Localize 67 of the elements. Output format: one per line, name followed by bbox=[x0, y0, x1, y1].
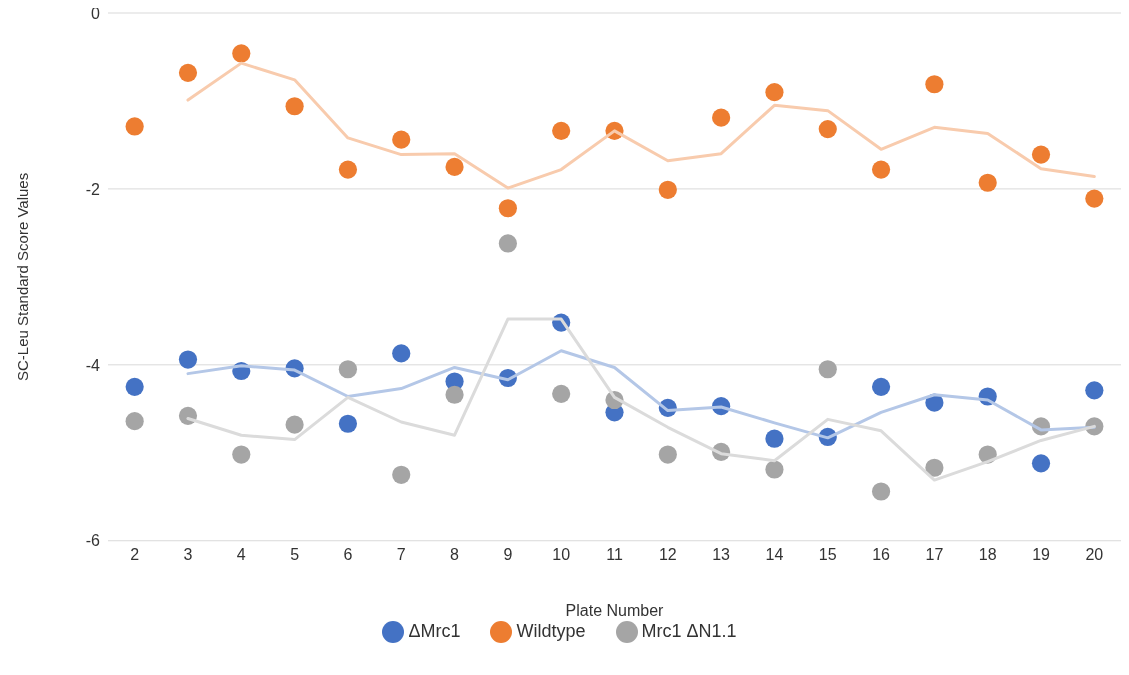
point bbox=[1031, 145, 1051, 164]
x-tick-label: 13 bbox=[712, 546, 731, 564]
point bbox=[232, 44, 251, 63]
point bbox=[552, 121, 571, 140]
point bbox=[871, 160, 891, 179]
x-tick-label: 14 bbox=[765, 546, 784, 564]
legend-label: ΔMrc1 bbox=[408, 620, 461, 641]
point bbox=[871, 482, 891, 501]
y-tick-label: 0 bbox=[91, 4, 101, 22]
x-tick-label: 5 bbox=[290, 546, 300, 564]
point bbox=[978, 173, 997, 192]
point bbox=[285, 97, 304, 116]
point bbox=[178, 63, 198, 82]
point bbox=[765, 83, 784, 102]
point bbox=[178, 350, 198, 369]
point bbox=[338, 360, 358, 379]
point bbox=[445, 385, 464, 404]
y-tick-label: -4 bbox=[85, 356, 101, 374]
point bbox=[871, 377, 891, 396]
x-tick-label: 20 bbox=[1085, 546, 1104, 564]
x-tick-label: 6 bbox=[343, 546, 353, 564]
x-tick-label: 4 bbox=[236, 546, 246, 564]
x-axis-title: Plate Number bbox=[565, 601, 665, 619]
point bbox=[338, 160, 358, 179]
x-tick-label: 2 bbox=[130, 546, 140, 564]
point bbox=[1031, 454, 1051, 473]
point bbox=[818, 120, 837, 139]
y-tick-label: -6 bbox=[85, 532, 101, 550]
y-axis-title: SC-Leu Standard Score Values bbox=[14, 172, 32, 381]
point bbox=[498, 234, 517, 253]
point bbox=[498, 199, 517, 218]
point bbox=[818, 360, 837, 379]
point bbox=[765, 429, 784, 448]
point bbox=[658, 445, 677, 464]
point bbox=[712, 108, 731, 127]
legend-label: Wildtype bbox=[516, 620, 586, 641]
legend-label: Mrc1 ΔN1.1 bbox=[641, 620, 737, 641]
point bbox=[392, 344, 411, 363]
point bbox=[552, 384, 571, 403]
point bbox=[338, 414, 358, 433]
x-tick-label: 12 bbox=[658, 546, 677, 564]
x-tick-label: 17 bbox=[925, 546, 944, 564]
point bbox=[445, 157, 464, 177]
x-tick-label: 18 bbox=[978, 546, 997, 564]
point bbox=[658, 180, 677, 199]
point bbox=[925, 75, 944, 94]
y-tick-label: -2 bbox=[85, 180, 101, 198]
point bbox=[285, 415, 304, 434]
x-tick-label: 11 bbox=[606, 546, 623, 564]
point bbox=[125, 377, 144, 396]
point bbox=[125, 117, 144, 136]
point bbox=[1085, 189, 1104, 208]
x-tick-label: 3 bbox=[183, 546, 193, 564]
x-tick-label: 10 bbox=[552, 546, 571, 564]
x-tick-label: 19 bbox=[1032, 546, 1051, 564]
point bbox=[1085, 381, 1104, 400]
point bbox=[392, 465, 411, 484]
point bbox=[765, 460, 784, 479]
point bbox=[925, 458, 944, 477]
point bbox=[392, 130, 411, 149]
x-tick-label: 7 bbox=[396, 546, 406, 564]
x-tick-label: 9 bbox=[503, 546, 513, 564]
point bbox=[125, 412, 144, 431]
x-tick-label: 8 bbox=[450, 546, 460, 564]
x-tick-label: 15 bbox=[818, 546, 837, 564]
point bbox=[232, 445, 251, 464]
x-tick-label: 16 bbox=[872, 546, 891, 564]
